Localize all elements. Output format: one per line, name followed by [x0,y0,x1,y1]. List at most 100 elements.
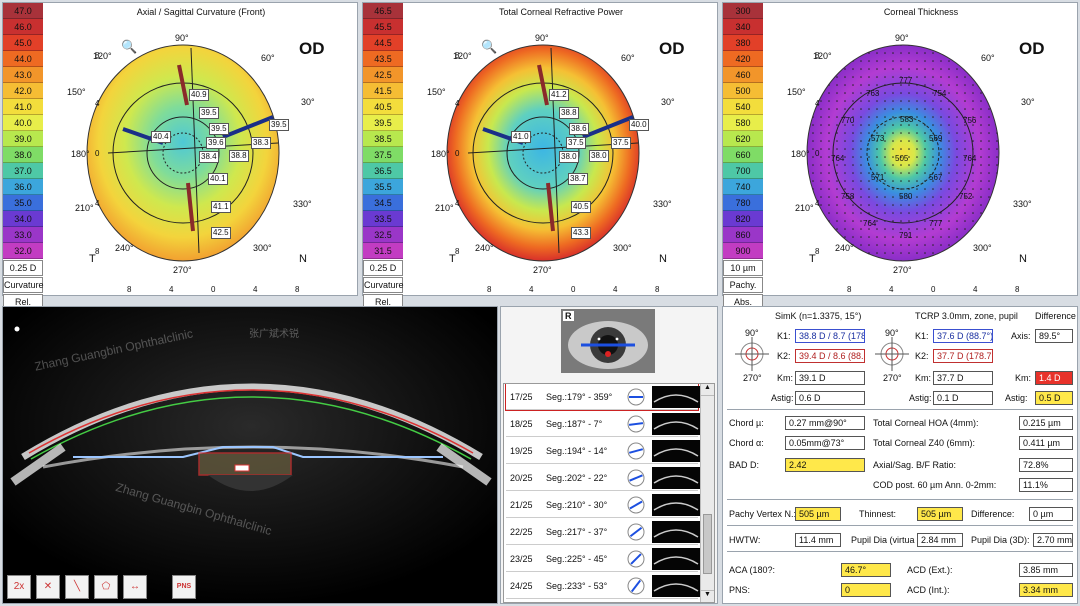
segment-row[interactable]: 19/25 Seg.:194° - 14° [506,438,700,464]
map-value: 37.5 [611,137,631,149]
segment-row[interactable]: 23/25 Seg.:225° - 45° [506,546,700,572]
x-tick: 0 [211,285,216,294]
segment-angle: Seg.:225° - 45° [546,554,608,564]
y-tick: 4 [95,199,100,208]
map-value: 39.5 [209,123,229,135]
zoom-off-icon[interactable]: ✕ [36,575,60,599]
map-value: 505 [895,154,909,163]
map-value: 37.5 [566,137,586,149]
hwtw-label: HWTW: [729,535,761,545]
map-value: 764 [831,154,845,163]
segment-index: 22/25 [510,527,533,537]
map-value: 40.5 [571,201,591,213]
x-tick: 8 [847,285,852,294]
pns-button[interactable]: PNS [172,575,196,599]
hoa-value: 0.215 µm [1019,416,1073,430]
segment-list: 17/25 Seg.:179° - 359° 18/25 Seg.:187° - 7°… [503,383,715,603]
scale-step: 45.5 [363,19,403,35]
tcrp-km-label: Km: [915,373,932,383]
axis-degree-label: 90° [175,33,189,43]
temporal-label: T [449,253,456,265]
x-tick: 8 [295,285,300,294]
segment-row[interactable]: 22/25 Seg.:217° - 37° [506,519,700,545]
acd-ext-label: ACD (Ext.): [907,565,953,575]
map-plot[interactable] [3,3,359,297]
tcrp-k1-label: K1: [915,331,929,341]
cod-label: COD post. 60 µm Ann. 0-2mm: [873,480,997,490]
scroll-thumb[interactable] [703,514,712,574]
nasal-label: N [659,253,667,265]
map-value: 763 [866,89,880,98]
scale-step: 300 [723,3,763,19]
map-plot[interactable] [723,3,1079,297]
polygon-tool-icon[interactable]: ⬠ [94,575,118,599]
eye-label: OD [1019,39,1045,58]
map-value: 567 [929,173,943,182]
scale-step: 47.0 [3,3,43,19]
map-value: 41.2 [549,89,569,101]
scale-step: 33.0 [3,227,43,243]
tcrp-astig-value: 0.1 D [933,391,993,405]
thinnest-label: Thinnest: [859,509,897,519]
eye-thumbnail[interactable]: R [561,309,655,373]
map-type-button[interactable]: Pachy. [723,277,763,293]
map-value: 40.9 [189,89,209,101]
astig-label: Astig: [771,393,794,403]
scroll-down-icon[interactable]: ▼ [701,590,714,602]
y-tick: 0 [815,149,820,158]
map-value: 583 [900,115,914,124]
map-value: 38.4 [199,151,219,163]
map-type-button[interactable]: Curvature [363,277,404,293]
segment-index: 23/25 [510,554,533,564]
tcrp-astig-label: Astig: [909,393,932,403]
axis-degree-label: 60° [621,53,635,63]
zoom-2x-icon[interactable]: 2x [7,575,31,599]
k2-value: 39.4 D / 8.6 (88.2°) [795,349,865,363]
axis-label: Axis: [1011,331,1031,341]
aca-label: ACA (180?: [729,565,776,575]
scale-step: 38.0 [3,147,43,163]
pachy-diff-value: 0 µm [1029,507,1073,521]
line-tool-icon[interactable]: ╲ [65,575,89,599]
scale-step: 41.5 [363,83,403,99]
scale-step: 34.0 [3,211,43,227]
bf-label: Axial/Sag. B/F Ratio: [873,460,957,470]
map-value: 569 [929,134,943,143]
axis-degree-label: 300° [613,243,632,253]
segment-row[interactable]: 20/25 Seg.:202° - 22° [506,465,700,491]
map-plot[interactable] [363,3,719,297]
y-tick: 4 [455,99,460,108]
scale-step: 46.0 [3,19,43,35]
segment-row[interactable]: 24/25 Seg.:233° - 53° [506,573,700,599]
map-type-button[interactable]: Curvature [3,277,44,293]
crosshair-icon [875,337,909,371]
y-tick: 4 [815,199,820,208]
zoom-icon[interactable]: 🔍 [121,39,138,54]
zoom-icon[interactable]: 🔍 [481,39,498,54]
y-tick: 8 [95,51,100,60]
map-value: 770 [841,116,855,125]
pachy-diff-label: Difference: [971,509,1015,519]
scale-step: 780 [723,195,763,211]
segment-angle: Seg.:187° - 7° [546,419,603,429]
scale-step: 420 [723,51,763,67]
segment-row[interactable]: 18/25 Seg.:187° - 7° [506,411,700,437]
x-tick: 8 [127,285,132,294]
segment-thumbnail [652,494,700,516]
segment-row[interactable]: 17/25 Seg.:179° - 359° [505,384,700,411]
scale-step: 43.0 [3,67,43,83]
measure-tool-icon[interactable]: ↔ [123,575,147,599]
map-value: 38.0 [559,151,579,163]
x-tick: 4 [973,285,978,294]
map-value: 38.8 [559,107,579,119]
scrollbar[interactable]: ▲ ▼ [700,384,714,602]
axis-degree-label: 270° [893,265,912,275]
scale-step: 39.5 [363,115,403,131]
x-tick: 4 [169,285,174,294]
y-tick: 8 [455,51,460,60]
scale-step: 39.0 [3,131,43,147]
scroll-up-icon[interactable]: ▲ [701,384,714,396]
map-value: 573 [871,134,885,143]
segment-index: 17/25 [510,392,533,402]
segment-row[interactable]: 21/25 Seg.:210° - 30° [506,492,700,518]
